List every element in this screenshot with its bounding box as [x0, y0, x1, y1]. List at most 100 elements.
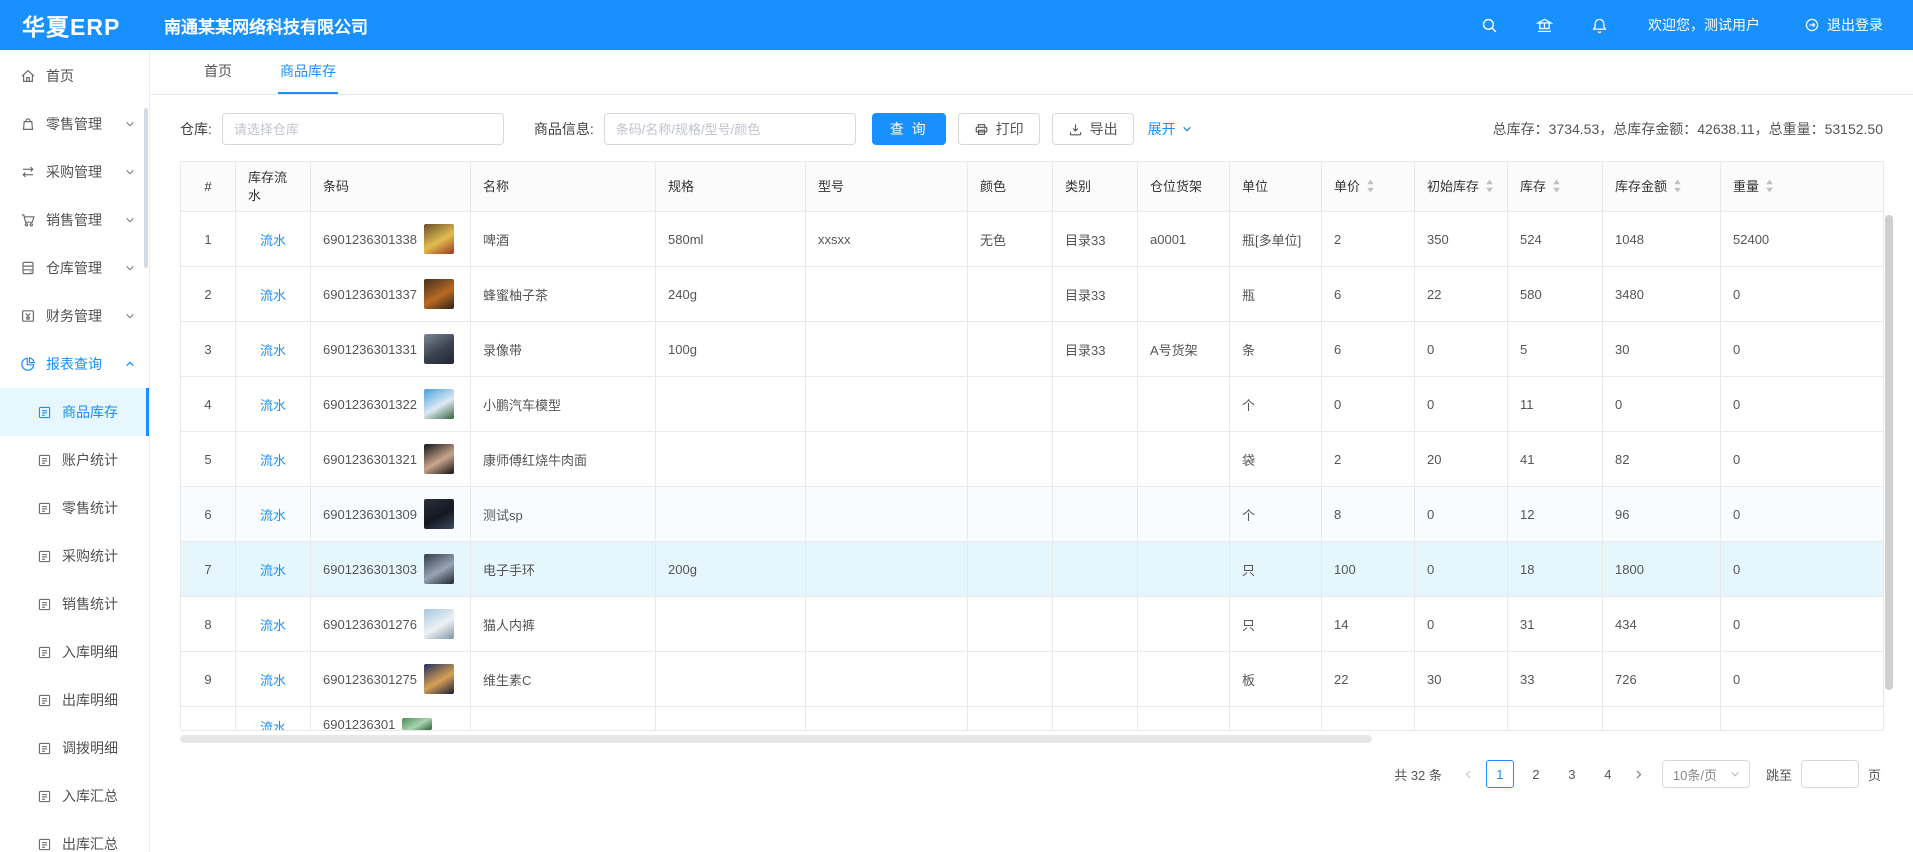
page-number-3[interactable]: 3: [1557, 760, 1586, 788]
filter-bar: 仓库: 商品信息: 查 询 打印 导出 展开 总库存：3734.53，总库存金额…: [150, 95, 1913, 161]
logout-label: 退出登录: [1827, 17, 1883, 33]
sort-carets-icon[interactable]: [1673, 179, 1682, 193]
column-header-12[interactable]: 库存: [1507, 161, 1603, 212]
sidebar-item-14[interactable]: 调拨明细: [0, 724, 149, 772]
sidebar-item-10[interactable]: 采购统计: [0, 532, 149, 580]
row-index: 3: [180, 321, 236, 377]
sidebar-item-11[interactable]: 销售统计: [0, 580, 149, 628]
printer-icon: [975, 123, 987, 135]
barcode-value: 6901236301309: [323, 506, 417, 522]
export-button[interactable]: 导出: [1051, 113, 1134, 145]
product-thumbnail[interactable]: [424, 334, 454, 364]
page-number-1[interactable]: 1: [1485, 760, 1514, 788]
search-button[interactable]: 查 询: [871, 113, 946, 145]
retail-icon: [20, 116, 36, 132]
cell-model: [805, 431, 968, 487]
search-icon[interactable]: [1481, 17, 1498, 34]
column-label: 单位: [1242, 178, 1269, 194]
tab-inventory[interactable]: 商品库存: [278, 50, 338, 94]
product-thumbnail[interactable]: [424, 444, 454, 474]
sidebar-item-5[interactable]: 财务管理: [0, 292, 149, 340]
flow-link[interactable]: 流水: [259, 507, 286, 523]
bell-icon[interactable]: [1591, 17, 1608, 34]
sidebar-item-0[interactable]: 首页: [0, 52, 149, 100]
flow-link[interactable]: 流水: [259, 672, 286, 688]
content-area: 首页 商品库存 仓库: 商品信息: 查 询 打印 导出 展开 总库存：3734.…: [150, 50, 1913, 852]
cell-category: [1052, 596, 1138, 652]
sidebar-item-label: 入库明细: [62, 644, 118, 660]
cell-spec: [655, 376, 806, 432]
product-thumbnail[interactable]: [424, 664, 454, 694]
column-label: 单价: [1334, 178, 1361, 194]
sidebar-scrollbar[interactable]: [144, 108, 148, 268]
vertical-scrollbar[interactable]: [1885, 215, 1893, 690]
bank-icon[interactable]: [1536, 17, 1553, 34]
tab-home[interactable]: 首页: [204, 63, 232, 79]
page-number-2[interactable]: 2: [1521, 760, 1550, 788]
horizontal-scrollbar[interactable]: [180, 735, 1373, 743]
sidebar-item-7[interactable]: 商品库存: [0, 388, 149, 436]
sidebar-item-16[interactable]: 出库汇总: [0, 820, 149, 852]
sidebar-item-13[interactable]: 出库明细: [0, 676, 149, 724]
sidebar-item-9[interactable]: 零售统计: [0, 484, 149, 532]
table-row: 2 流水 6901236301337 蜂蜜柚子茶 240g 目录33 瓶 6 22 580 3480…: [180, 266, 1884, 322]
column-header-11[interactable]: 初始库存: [1414, 161, 1508, 212]
product-thumbnail[interactable]: [424, 224, 454, 254]
column-header-14[interactable]: 重量: [1720, 161, 1884, 212]
page-number-4[interactable]: 4: [1593, 760, 1622, 788]
sidebar-item-12[interactable]: 入库明细: [0, 628, 149, 676]
logout-button[interactable]: 退出登录: [1804, 15, 1883, 35]
product-thumbnail[interactable]: [424, 279, 454, 309]
cell-category: [1052, 431, 1138, 487]
product-thumbnail[interactable]: [424, 389, 454, 419]
product-thumbnail[interactable]: [424, 609, 454, 639]
jump-to-input[interactable]: [1800, 760, 1859, 788]
barcode-cell: 6901236301275: [310, 651, 471, 707]
report-doc-icon: [37, 405, 52, 420]
flow-link[interactable]: 流水: [259, 232, 286, 248]
page-size-select[interactable]: 10条/页: [1661, 760, 1750, 788]
flow-link[interactable]: 流水: [259, 397, 286, 413]
product-thumbnail[interactable]: [424, 554, 454, 584]
flow-cell: 流水: [235, 486, 311, 542]
sort-carets-icon[interactable]: [1485, 179, 1494, 193]
table-row: 8 流水 6901236301276 猫人内裤只 14 0 31 434 0: [180, 596, 1884, 652]
sort-carets-icon[interactable]: [1765, 179, 1774, 193]
cell-stock: 18: [1507, 541, 1603, 597]
product-info-input[interactable]: [603, 113, 856, 145]
app-logo[interactable]: 华夏ERP: [22, 14, 121, 40]
cell-model: [805, 651, 968, 707]
expand-toggle[interactable]: 展开: [1148, 119, 1193, 139]
print-button[interactable]: 打印: [957, 113, 1040, 145]
sidebar-item-1[interactable]: 零售管理: [0, 100, 149, 148]
cell-shelf: [1137, 541, 1230, 597]
flow-link[interactable]: 流水: [259, 617, 286, 633]
cell-unit: 只: [1229, 596, 1322, 652]
flow-link[interactable]: 流水: [259, 342, 286, 358]
page-suffix-label: 页: [1867, 767, 1881, 783]
flow-link[interactable]: 流水: [259, 287, 286, 303]
sidebar-item-3[interactable]: 销售管理: [0, 196, 149, 244]
sort-carets-icon[interactable]: [1552, 179, 1561, 193]
cell-category: [1052, 486, 1138, 542]
jump-to-label: 跳至: [1765, 767, 1792, 783]
product-thumbnail[interactable]: [402, 718, 433, 730]
sidebar-item-label: 出库汇总: [62, 836, 118, 852]
sidebar-item-6[interactable]: 报表查询: [0, 340, 149, 388]
sort-carets-icon[interactable]: [1366, 179, 1375, 193]
inventory-table: # 库存流水 条码 名称 规格 型号 颜色 类别 仓位货架 单位 单价 初始库存 库存 库存金额 重量 1 流…: [180, 161, 1893, 743]
sidebar-item-2[interactable]: 采购管理: [0, 148, 149, 196]
sidebar-item-4[interactable]: 仓库管理: [0, 244, 149, 292]
column-header-10[interactable]: 单价: [1321, 161, 1415, 212]
flow-link[interactable]: 流水: [259, 452, 286, 468]
flow-link[interactable]: 流水: [259, 720, 286, 730]
warehouse-select[interactable]: [221, 113, 504, 145]
sidebar-item-15[interactable]: 入库汇总: [0, 772, 149, 820]
product-thumbnail[interactable]: [424, 499, 454, 529]
column-header-13[interactable]: 库存金额: [1602, 161, 1721, 212]
sidebar-item-8[interactable]: 账户统计: [0, 436, 149, 484]
report-doc-icon: [37, 453, 52, 468]
prev-page-button[interactable]: [1456, 760, 1482, 788]
next-page-button[interactable]: [1626, 760, 1652, 788]
flow-link[interactable]: 流水: [259, 562, 286, 578]
